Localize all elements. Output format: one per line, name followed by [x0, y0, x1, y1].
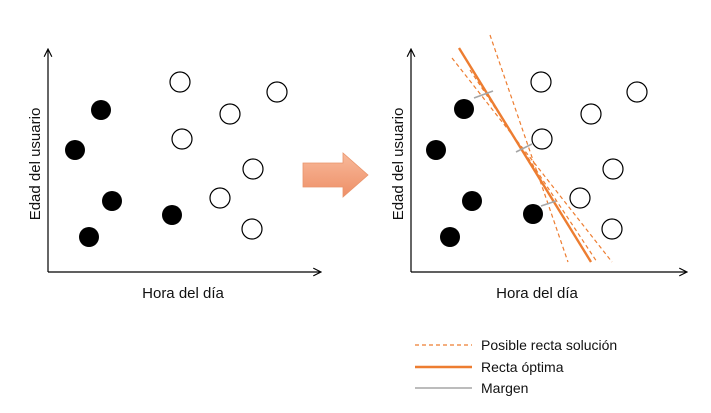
legend-margin-label: Margen	[481, 380, 528, 396]
left-y-axis-label: Edad del usuario	[27, 108, 44, 221]
open-point	[601, 218, 623, 240]
open-point	[169, 71, 191, 93]
possible-solution-line	[451, 57, 613, 263]
legend-possible-line-label: Posible recta solución	[481, 337, 617, 353]
margin-segment	[540, 200, 557, 207]
filled-point	[102, 191, 122, 211]
filled-point	[440, 227, 460, 247]
legend-optimal-line-label: Recta óptima	[481, 359, 564, 375]
open-point	[266, 81, 288, 103]
optimal-line	[457, 47, 593, 263]
open-point	[241, 218, 263, 240]
margin-segment	[473, 90, 494, 99]
open-point	[626, 81, 648, 103]
right-panel: Edad del usuario Hora del día	[390, 34, 686, 302]
left-x-axis-label: Hora del día	[142, 285, 224, 302]
open-point	[531, 128, 553, 150]
filled-point	[79, 227, 99, 247]
legend: Posible recta solución Recta óptima Marg…	[415, 337, 617, 396]
filled-point	[91, 100, 111, 120]
possible-solution-line	[489, 34, 569, 263]
open-point	[580, 103, 602, 125]
right-y-axis-label: Edad del usuario	[390, 108, 407, 221]
open-point	[209, 187, 231, 209]
filled-point	[454, 99, 474, 119]
open-point	[602, 158, 624, 180]
filled-point	[65, 140, 85, 160]
filled-point	[462, 191, 482, 211]
filled-point	[426, 140, 446, 160]
filled-point	[162, 205, 182, 225]
open-point	[569, 187, 591, 209]
filled-point	[523, 204, 543, 224]
open-point	[171, 128, 193, 150]
open-point	[530, 71, 552, 93]
right-x-axis-label: Hora del día	[496, 285, 578, 302]
open-point	[219, 103, 241, 125]
left-panel: Edad del usuario Hora del día	[27, 50, 320, 302]
margin-segment	[515, 143, 533, 153]
transition-arrow	[302, 152, 369, 198]
open-point	[242, 158, 264, 180]
